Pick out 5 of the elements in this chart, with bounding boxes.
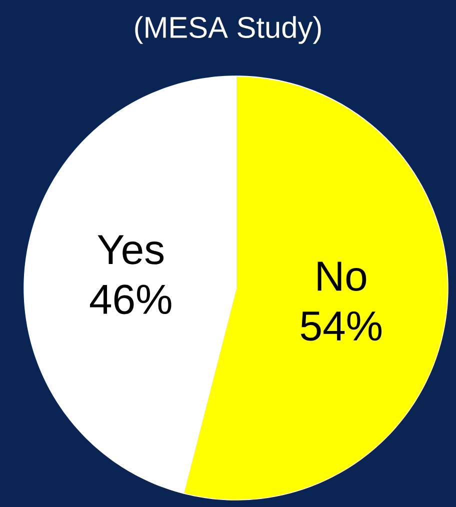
slice-label: Yes — [98, 235, 164, 264]
chart-title: (MESA Study) — [135, 16, 321, 44]
data-label: 54% — [300, 311, 382, 341]
slice-label: No — [318, 262, 366, 291]
data-label: 46% — [90, 284, 172, 314]
